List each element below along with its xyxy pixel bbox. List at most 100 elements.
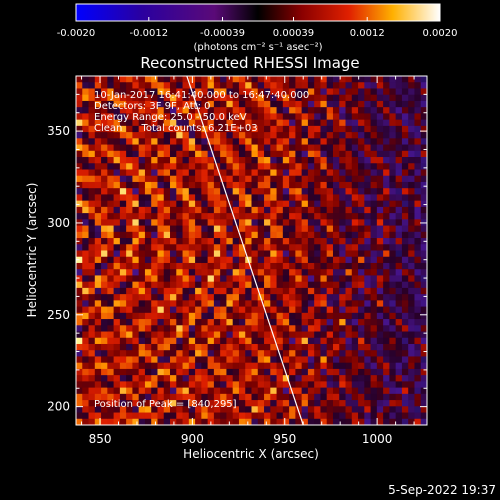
heatmap-cell [82,125,89,133]
heatmap-cell [264,269,271,276]
heatmap-cell [170,375,177,382]
heatmap-cell [314,231,321,239]
heatmap-cell [82,356,89,364]
heatmap-cell [101,387,108,395]
heatmap-cell [176,238,183,245]
heatmap-cell [138,375,146,382]
heatmap-cell [126,269,133,276]
heatmap-cell [220,88,227,96]
heatmap-cell [126,175,133,183]
heatmap-cell [420,275,427,283]
heatmap-cell [345,275,353,283]
heatmap-cell [101,350,108,357]
heatmap-cell [383,294,390,301]
heatmap-cell [276,343,284,351]
heatmap-cell [94,150,102,158]
heatmap-cell [151,387,158,395]
heatmap-cell [320,418,328,425]
heatmap-cell [94,200,102,208]
heatmap-cell [282,206,290,214]
heatmap-cell [226,281,234,289]
heatmap-cell [414,169,422,177]
heatmap-cell [370,325,378,332]
heatmap-cell [195,412,202,420]
heatmap-cell [307,375,315,382]
heatmap-cell [339,213,346,220]
heatmap-cell [358,157,365,164]
heatmap-cell [132,412,140,420]
heatmap-cell [289,163,296,170]
heatmap-cell [295,225,303,233]
heatmap-cell [289,325,296,332]
heatmap-cell [364,107,371,114]
heatmap-cell [364,287,371,295]
heatmap-cell [132,393,140,401]
heatmap-cell [339,76,346,83]
heatmap-cell [358,88,365,96]
heatmap-cell [358,125,365,133]
heatmap-cell [94,262,102,270]
heatmap-cell [101,200,108,208]
heatmap-cell [144,181,152,189]
heatmap-cell [257,262,265,270]
heatmap-cell [238,393,246,401]
heatmap-cell [138,107,146,114]
heatmap-cell [245,306,252,314]
heatmap-cell [408,244,415,251]
heatmap-cell [245,175,252,183]
heatmap-cell [201,100,209,108]
heatmap-cell [151,100,158,108]
heatmap-cell [94,381,102,389]
heatmap-cell [282,331,290,339]
heatmap-cell [113,356,121,364]
heatmap-cell [364,319,371,326]
heatmap-cell [176,200,183,208]
heatmap-cell [264,175,271,183]
heatmap-cell [339,175,346,183]
heatmap-cell [320,287,328,295]
heatmap-cell [151,375,158,382]
heatmap-cell [251,269,259,276]
heatmap-cell [201,362,209,370]
heatmap-cell [132,368,140,376]
heatmap-cell [320,294,328,301]
heatmap-cell [370,206,378,214]
heatmap-cell [257,281,265,289]
heatmap-cell [358,188,365,195]
heatmap-cell [314,238,321,245]
colorbar-tick-label: -0.0020 [57,28,96,39]
heatmap-cell [176,181,183,189]
heatmap-cell [339,119,346,127]
heatmap-cell [151,181,158,189]
heatmap-cell [163,393,171,401]
heatmap-cell [364,325,371,332]
heatmap-cell [289,194,296,202]
heatmap-cell [157,281,165,289]
heatmap-cell [144,76,152,83]
heatmap-cell [88,244,96,251]
heatmap-cell [364,94,371,102]
heatmap-cell [395,132,403,139]
heatmap-cell [144,213,152,220]
heatmap-cell [232,325,240,332]
heatmap-cell [307,181,315,189]
heatmap-cell [157,387,165,395]
heatmap-cell [251,262,259,270]
heatmap-cell [301,412,309,420]
heatmap-cell [376,157,384,164]
heatmap-cell [326,132,334,139]
heatmap-cell [257,100,265,108]
heatmap-cell [163,312,171,320]
heatmap-cell [314,163,321,170]
heatmap-cell [126,132,133,139]
heatmap-cell [113,94,121,102]
heatmap-cell [289,132,296,139]
heatmap-cell [270,238,277,245]
heatmap-cell [101,188,108,195]
heatmap-cell [138,356,146,364]
heatmap-cell [408,331,415,339]
heatmap-cell [226,213,234,220]
heatmap-cell [332,231,340,239]
heatmap-cell [383,412,390,420]
heatmap-cell [113,125,121,133]
